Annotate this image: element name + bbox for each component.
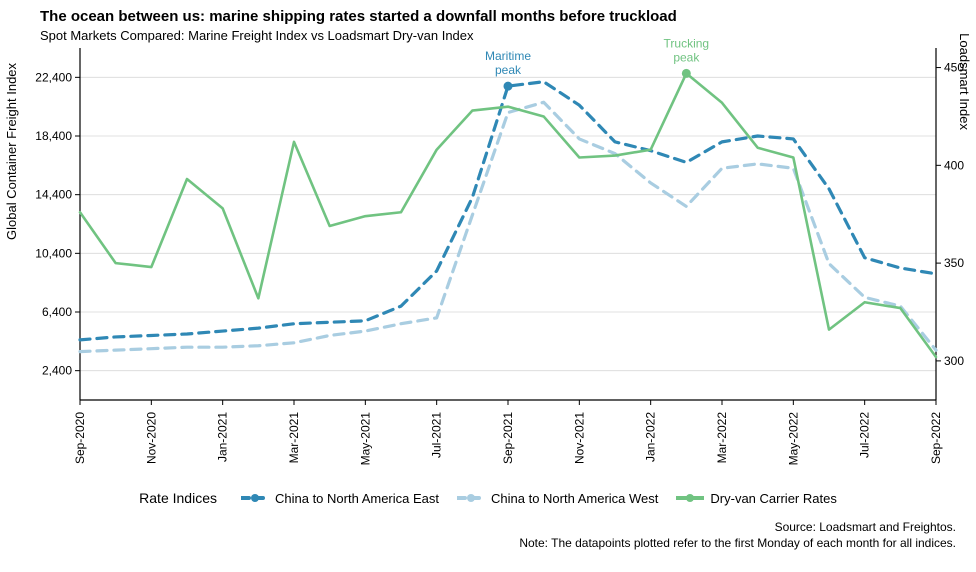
legend: Rate Indices China to North America East… [0, 490, 976, 506]
legend-item-west: China to North America West [457, 491, 658, 506]
legend-label-west: China to North America West [491, 491, 658, 506]
svg-text:Sep-2022: Sep-2022 [929, 412, 943, 464]
svg-text:18,400: 18,400 [35, 129, 72, 143]
svg-text:Sep-2020: Sep-2020 [73, 412, 87, 464]
note-text: Note: The datapoints plotted refer to th… [519, 536, 956, 550]
legend-title: Rate Indices [139, 490, 217, 506]
svg-text:450: 450 [944, 61, 964, 75]
annotation-maritime_peak: Maritimepeak [485, 49, 531, 77]
svg-text:350: 350 [944, 256, 964, 270]
chart-svg: 2,400 6,400 10,400 14,400 18,400 22,400 300 35… [0, 0, 976, 490]
svg-text:Jan-2022: Jan-2022 [644, 412, 658, 462]
source-text: Source: Loadsmart and Freightos. [775, 520, 956, 534]
annotation-trucking_peak: Truckingpeak [664, 36, 710, 64]
legend-swatch-dryvan [676, 491, 704, 505]
svg-text:Nov-2020: Nov-2020 [144, 412, 158, 464]
svg-text:6,400: 6,400 [42, 305, 72, 319]
legend-swatch-east [241, 491, 269, 505]
legend-label-dryvan: Dry-van Carrier Rates [710, 491, 836, 506]
svg-text:22,400: 22,400 [35, 70, 72, 84]
svg-text:10,400: 10,400 [35, 246, 72, 260]
svg-text:Mar-2021: Mar-2021 [287, 412, 301, 464]
legend-label-east: China to North America East [275, 491, 439, 506]
svg-text:14,400: 14,400 [35, 188, 72, 202]
chart-container: The ocean between us: marine shipping ra… [0, 0, 976, 572]
svg-text:Jul-2021: Jul-2021 [430, 412, 444, 458]
svg-text:400: 400 [944, 158, 964, 172]
svg-text:May-2022: May-2022 [786, 412, 800, 466]
svg-text:Jul-2022: Jul-2022 [858, 412, 872, 458]
svg-text:2,400: 2,400 [42, 364, 72, 378]
svg-text:Nov-2021: Nov-2021 [572, 412, 586, 464]
legend-item-east: China to North America East [241, 491, 439, 506]
legend-item-dryvan: Dry-van Carrier Rates [676, 491, 836, 506]
svg-text:Jan-2021: Jan-2021 [216, 412, 230, 462]
legend-swatch-west [457, 491, 485, 505]
svg-text:May-2021: May-2021 [358, 412, 372, 466]
svg-text:300: 300 [944, 354, 964, 368]
svg-text:Sep-2021: Sep-2021 [501, 412, 515, 464]
svg-text:Mar-2022: Mar-2022 [715, 412, 729, 464]
series-dryvan [80, 73, 936, 357]
